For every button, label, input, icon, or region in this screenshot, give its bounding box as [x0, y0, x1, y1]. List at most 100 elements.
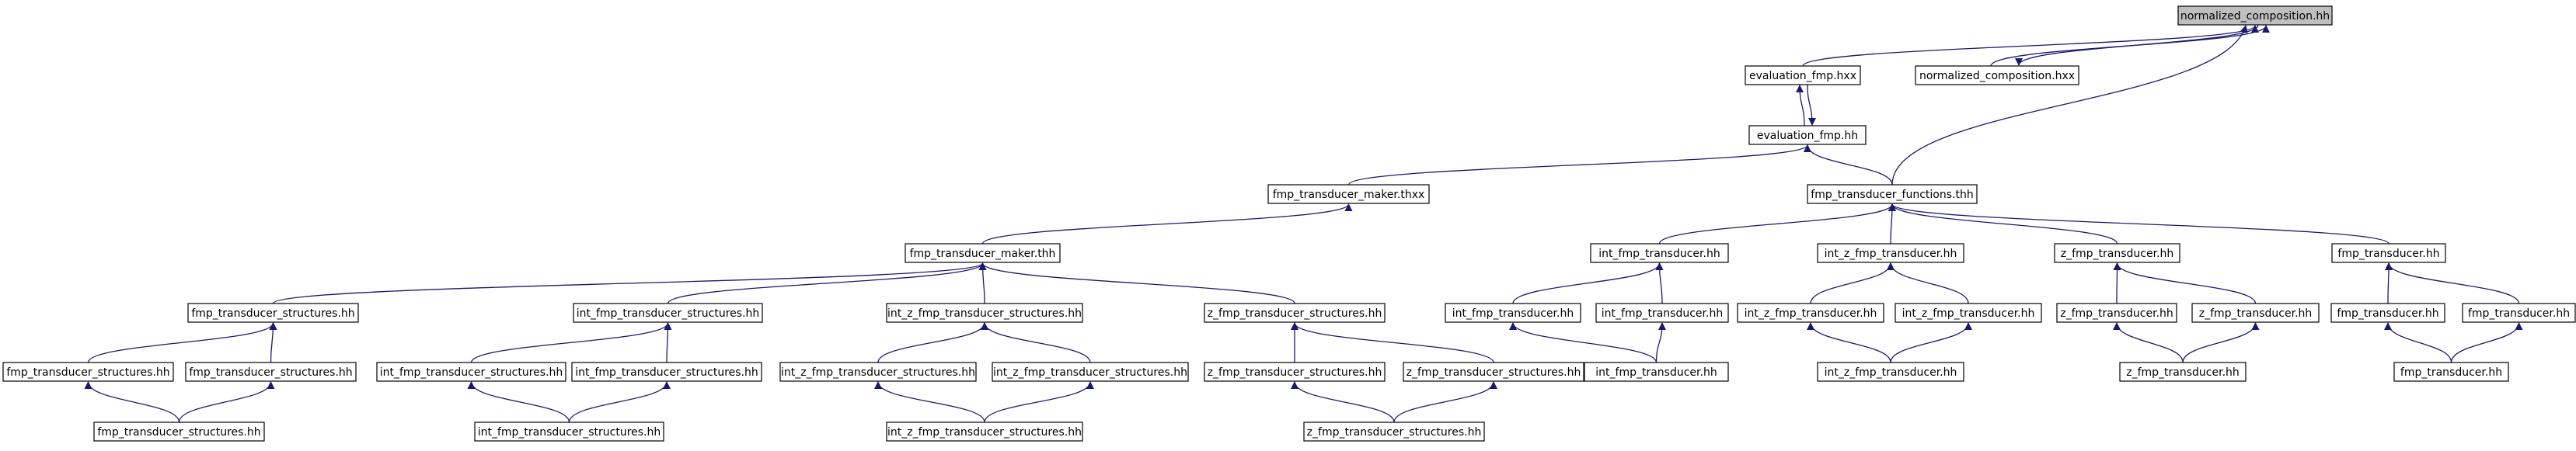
graph-node[interactable]: int_fmp_transducer.hh: [1590, 243, 1729, 263]
node-box: [1895, 303, 2042, 323]
edges: [84, 24, 2523, 423]
node-box: [1745, 65, 1861, 85]
node-box: [2191, 303, 2320, 323]
edge-n26-to-n12: [664, 322, 672, 363]
node-label: int_fmp_transducer.hh: [1452, 307, 1574, 320]
graph-node[interactable]: fmp_transducer_functions.thh: [1807, 184, 1978, 204]
node-box: [1595, 303, 1729, 323]
edge-n1-to-n3: [1807, 84, 1816, 126]
graph-node[interactable]: z_fmp_transducer.hh: [2191, 303, 2320, 323]
node-label: fmp_transducer.hh: [2468, 307, 2570, 320]
node-label: z_fmp_transducer.hh: [2061, 248, 2174, 260]
node-label: int_fmp_transducer_structures.hh: [575, 366, 758, 379]
edge-n4-to-n3: [1347, 144, 1811, 186]
edge-n5-to-n3: [1804, 144, 1893, 186]
graph-node[interactable]: fmp_transducer_structures.hh: [93, 422, 265, 442]
node-box: [376, 362, 566, 382]
graph-node[interactable]: fmp_transducer_structures.hh: [185, 362, 357, 382]
node-label: normalized_composition.hh: [2180, 10, 2330, 23]
node-box: [1403, 362, 1584, 382]
edge-n16-to-n7: [1655, 262, 1664, 304]
graph-node[interactable]: int_z_fmp_transducer.hh: [1817, 243, 1964, 263]
edge-n3-to-n1: [1796, 85, 1805, 127]
edge-n28-to-n13: [981, 322, 1091, 363]
graph-node[interactable]: int_fmp_transducer_structures.hh: [376, 362, 566, 382]
graph-node[interactable]: int_fmp_transducer.hh: [1445, 303, 1581, 323]
edge-n36-to-n25: [467, 381, 570, 423]
graph-node[interactable]: normalized_composition.hxx: [1915, 65, 2079, 85]
edge-n34-to-n21: [2384, 322, 2452, 363]
nodes: normalized_composition.hh evaluation_fmp.…: [2, 5, 2576, 442]
graph-node[interactable]: z_fmp_transducer_structures.hh: [1403, 362, 1584, 382]
node-label: int_z_fmp_transducer.hh: [1825, 248, 1957, 260]
graph-node[interactable]: fmp_transducer.hh: [2330, 303, 2445, 323]
graph-node[interactable]: int_z_fmp_transducer_structures.hh: [992, 362, 1189, 382]
node-label: normalized_composition.hxx: [1919, 70, 2075, 82]
graph-node[interactable]: int_fmp_transducer_structures.hh: [474, 422, 664, 442]
edge-n38-to-n29: [1291, 381, 1395, 423]
node-label: fmp_transducer_maker.thxx: [1273, 189, 1425, 201]
graph-node[interactable]: int_z_fmp_transducer.hh: [1737, 303, 1884, 323]
node-label: z_fmp_transducer_structures.hh: [1208, 366, 1382, 379]
edge-n6-to-n4: [981, 203, 1353, 245]
graph-node[interactable]: z_fmp_transducer.hh: [2119, 362, 2247, 382]
graph-node[interactable]: fmp_transducer.hh: [2331, 243, 2446, 263]
graph-node[interactable]: fmp_transducer_maker.thxx: [1267, 184, 1430, 204]
edge-n35-to-n23: [84, 381, 180, 423]
graph-node[interactable]: int_fmp_transducer_structures.hh: [573, 303, 763, 323]
graph-node[interactable]: int_fmp_transducer_structures.hh: [571, 362, 762, 382]
graph-node[interactable]: int_fmp_transducer.hh: [1584, 362, 1729, 382]
node-box: [2119, 362, 2247, 382]
graph-node[interactable]: z_fmp_transducer_structures.hh: [1204, 303, 1386, 323]
graph-node[interactable]: z_fmp_transducer_structures.hh: [1204, 362, 1386, 382]
graph-node[interactable]: fmp_transducer_structures.hh: [187, 303, 359, 323]
graph-node[interactable]: int_z_fmp_transducer_structures.hh: [886, 303, 1083, 323]
node-label: fmp_transducer.hh: [2400, 366, 2502, 379]
edge-n34-to-n22: [2450, 322, 2523, 363]
graph-node[interactable]: evaluation_fmp.hxx: [1745, 65, 1861, 85]
node-label: int_z_fmp_transducer_structures.hh: [887, 426, 1082, 439]
node-label: fmp_transducer_structures.hh: [189, 366, 352, 379]
node-box: [474, 422, 664, 442]
graph-node[interactable]: fmp_transducer.hh: [2393, 362, 2509, 382]
graph-node[interactable]: z_fmp_transducer_structures.hh: [1303, 422, 1485, 442]
graph-node[interactable]: int_z_fmp_transducer_structures.hh: [886, 422, 1083, 442]
node-label: int_z_fmp_transducer_structures.hh: [781, 366, 975, 379]
node-label: fmp_transducer_structures.hh: [6, 366, 169, 379]
graph-node[interactable]: z_fmp_transducer.hh: [2054, 243, 2180, 263]
node-label: z_fmp_transducer_structures.hh: [1407, 366, 1581, 379]
edge-n33-to-n20: [2182, 322, 2260, 363]
node-box: [1204, 303, 1386, 323]
node-box: [1737, 303, 1884, 323]
graph-node[interactable]: z_fmp_transducer.hh: [2056, 303, 2177, 323]
node-label: evaluation_fmp.hh: [1757, 130, 1858, 142]
edge-n23-to-n11: [87, 322, 277, 363]
edge-n22-to-n10: [2385, 262, 2520, 304]
node-box: [185, 362, 357, 382]
edge-n19-to-n9: [2113, 262, 2121, 304]
graph-node[interactable]: int_fmp_transducer.hh: [1595, 303, 1729, 323]
edge-n37-to-n27: [874, 381, 985, 423]
edge-n1-to-n0: [1802, 25, 2259, 67]
node-label: z_fmp_transducer.hh: [2060, 307, 2173, 320]
node-label: fmp_transducer_structures.hh: [97, 426, 260, 439]
edge-n32-to-n17: [1807, 322, 1891, 363]
graph-node-root: normalized_composition.hh: [2177, 5, 2333, 26]
node-box: [93, 422, 265, 442]
node-box: [2330, 303, 2445, 323]
graph-node[interactable]: evaluation_fmp.hh: [1748, 125, 1867, 145]
graph-node[interactable]: fmp_transducer_structures.hh: [2, 362, 174, 382]
graph-node[interactable]: fmp_transducer.hh: [2462, 303, 2576, 323]
edge-n10-to-n5: [1888, 203, 2390, 245]
node-box: [1445, 303, 1581, 323]
edge-n25-to-n12: [470, 322, 672, 363]
graph-node[interactable]: int_z_fmp_transducer.hh: [1817, 362, 1964, 382]
node-box: [2054, 243, 2180, 263]
edge-n36-to-n26: [568, 381, 671, 423]
graph-node[interactable]: int_z_fmp_transducer.hh: [1895, 303, 2042, 323]
node-box: [187, 303, 359, 323]
graph-node[interactable]: int_z_fmp_transducer_structures.hh: [779, 362, 977, 382]
node-box: [1584, 362, 1729, 382]
edge-n9-to-n5: [1888, 203, 2118, 245]
graph-node[interactable]: fmp_transducer_maker.thh: [905, 243, 1061, 263]
